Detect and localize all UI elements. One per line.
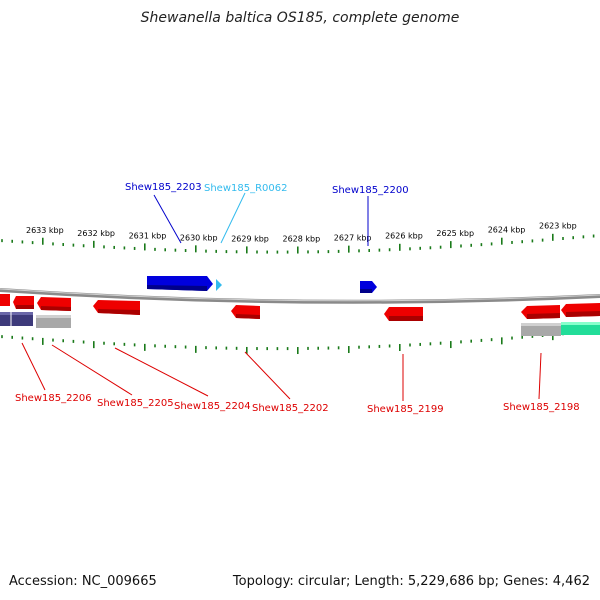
scale-label: 2631 kbp <box>129 232 167 241</box>
genome-title: Shewanella baltica OS185, complete genom… <box>140 10 460 26</box>
gene-feature-Shew185_2199[interactable] <box>384 307 423 321</box>
gene-feature-Shew185_2200[interactable] <box>360 281 377 293</box>
gene-label-Shew185_2199[interactable]: Shew185_2199 <box>367 404 444 415</box>
genome-backbone-highlight <box>0 288 600 302</box>
leader-lines <box>21 192 542 401</box>
gene-feature-Shew185_R0062[interactable] <box>216 279 222 291</box>
gene-feature-Shew185_2203[interactable] <box>147 276 213 291</box>
gene-label-Shew185_2202[interactable]: Shew185_2202 <box>252 403 329 414</box>
genome-backbone <box>0 288 600 304</box>
gene-label-Shew185_2203[interactable]: Shew185_2203 <box>125 182 202 193</box>
gene-feature-Shew185_2198[interactable] <box>521 303 600 319</box>
gene-feature-Shew185_2202[interactable] <box>231 305 260 319</box>
accession-text: Accession: NC_009665 <box>9 574 157 589</box>
genome-summary-text: Topology: circular; Length: 5,229,686 bp… <box>232 574 590 589</box>
gene-label-Shew185_R0062[interactable]: Shew185_R0062 <box>204 183 288 194</box>
scale-labels: 2633 kbp 2632 kbp 2631 kbp 2630 kbp 2629 kbp… <box>26 221 577 243</box>
feature-gray-block-right <box>521 323 561 336</box>
feature-purple-block <box>0 312 33 326</box>
scale-label: 2627 kbp <box>334 234 372 243</box>
gene-feature-Shew185_2204[interactable] <box>93 300 140 315</box>
scale-label: 2630 kbp <box>180 233 218 242</box>
scale-label: 2623 kbp <box>539 221 577 230</box>
feature-gray-block-left <box>36 315 71 328</box>
gene-feature-Shew185_2205[interactable] <box>37 297 71 311</box>
scale-label: 2626 kbp <box>385 232 423 241</box>
scale-label: 2628 kbp <box>283 234 321 243</box>
gene-feature-Shew185_2206[interactable] <box>0 294 34 309</box>
gene-label-Shew185_2200[interactable]: Shew185_2200 <box>332 185 409 196</box>
scale-label: 2625 kbp <box>436 229 474 238</box>
gene-label-Shew185_2205[interactable]: Shew185_2205 <box>97 398 174 409</box>
scale-label: 2632 kbp <box>77 229 115 238</box>
scale-label: 2624 kbp <box>488 225 526 234</box>
gene-label-Shew185_2204[interactable]: Shew185_2204 <box>174 401 251 412</box>
feature-green-block <box>561 322 600 335</box>
scale-label: 2633 kbp <box>26 226 64 235</box>
scale-ticks-bottom <box>1 329 595 355</box>
scale-label: 2629 kbp <box>231 234 269 243</box>
gene-label-Shew185_2198[interactable]: Shew185_2198 <box>503 402 580 413</box>
gene-label-Shew185_2206[interactable]: Shew185_2206 <box>15 393 92 404</box>
scale-ticks-top <box>1 233 595 254</box>
